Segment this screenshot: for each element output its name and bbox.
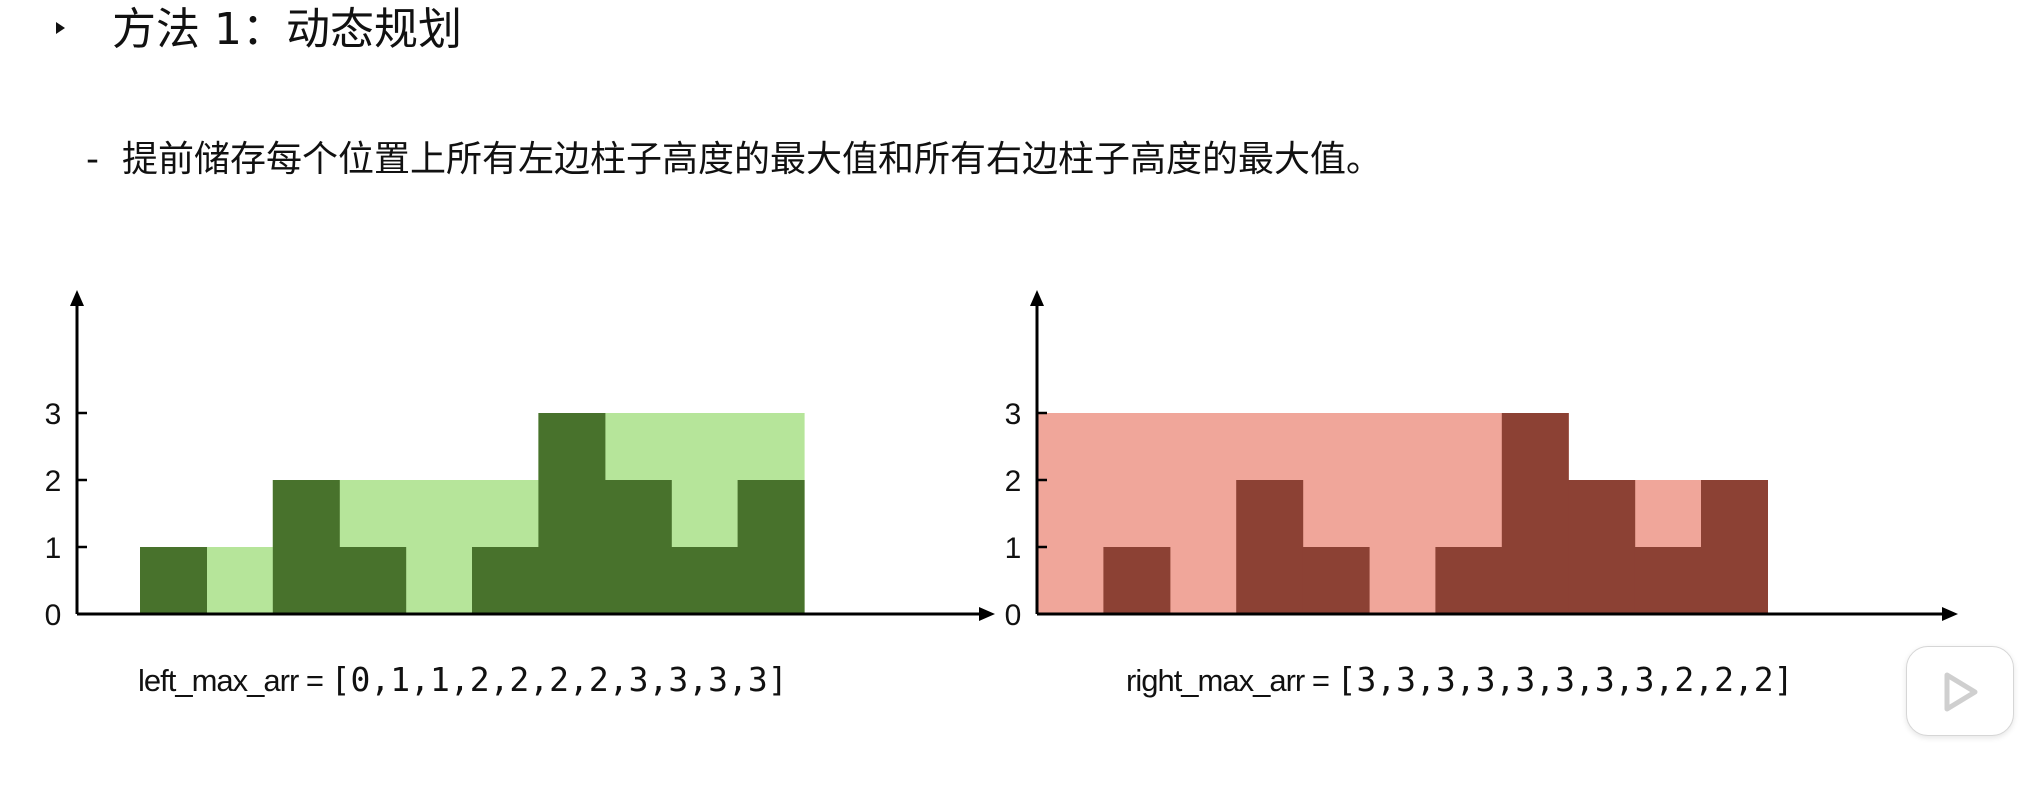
right-height-bar-10 [1701, 480, 1768, 614]
right-max-arr-label: right_max_arr = [3,3,3,3,3,3,3,3,2,2,2] [1126, 654, 1794, 707]
description-text: 提前储存每个位置上所有左边柱子高度的最大值和所有右边柱子高度的最大值。 [122, 139, 1383, 180]
right-height-bar-9 [1634, 547, 1702, 614]
left-x-axis-arrow-icon [979, 607, 995, 621]
right-max-bar-0 [1037, 413, 1104, 614]
right-y-tick-label-1: 1 [1005, 532, 1022, 565]
right-max-bar-5 [1369, 413, 1436, 614]
left-y-tick-label-3: 3 [45, 398, 62, 431]
left-height-bar-9 [737, 480, 805, 614]
right-y-tick-label-0: 0 [1005, 599, 1022, 632]
left-max-arr-value: [0,1,1,2,2,2,2,3,3,3,3] [330, 660, 788, 699]
right-x-axis-arrow-icon [1942, 607, 1958, 621]
right-y-tick-label-2: 2 [1005, 465, 1022, 498]
left-y-axis-arrow-icon [70, 290, 84, 306]
left-height-bar-8 [671, 547, 739, 614]
play-icon [1944, 672, 1978, 712]
right-height-bar-8 [1568, 480, 1636, 614]
left-height-bar-3 [339, 547, 407, 614]
left-max-arr-name: left_max_arr = [138, 663, 331, 698]
left-height-bar-5 [472, 547, 539, 614]
right-height-bar-7 [1501, 413, 1569, 614]
left-height-bar-7 [604, 480, 672, 614]
right-height-bar-1 [1103, 547, 1171, 614]
list-bullet: - [86, 139, 99, 180]
left-y-tick-label-0: 0 [45, 599, 62, 632]
video-play-button[interactable] [1906, 646, 2014, 736]
left-max-arr-label: left_max_arr = [0,1,1,2,2,2,2,3,3,3,3] [138, 654, 788, 707]
left-max-bar-4 [405, 480, 473, 614]
right-max-bar-2 [1169, 413, 1237, 614]
right-y-tick-label-3: 3 [1005, 398, 1022, 431]
left-height-bar-6 [538, 413, 606, 614]
right-max-arr-value: [3,3,3,3,3,3,3,3,2,2,2] [1336, 660, 1794, 699]
right-height-bar-4 [1302, 547, 1370, 614]
left-max-bar-1 [206, 547, 274, 614]
disclosure-triangle-icon[interactable] [56, 22, 65, 34]
section-title: 方法 1：动态规划 [112, 4, 462, 55]
right-height-bar-6 [1435, 547, 1503, 614]
left-height-bar-0 [140, 547, 207, 614]
right-height-bar-3 [1236, 480, 1304, 614]
left-y-tick-label-1: 1 [45, 532, 62, 565]
right-max-arr-name: right_max_arr = [1126, 663, 1337, 698]
left-height-bar-2 [272, 480, 340, 614]
left-y-tick-label-2: 2 [45, 465, 62, 498]
right-y-axis-arrow-icon [1030, 290, 1044, 306]
